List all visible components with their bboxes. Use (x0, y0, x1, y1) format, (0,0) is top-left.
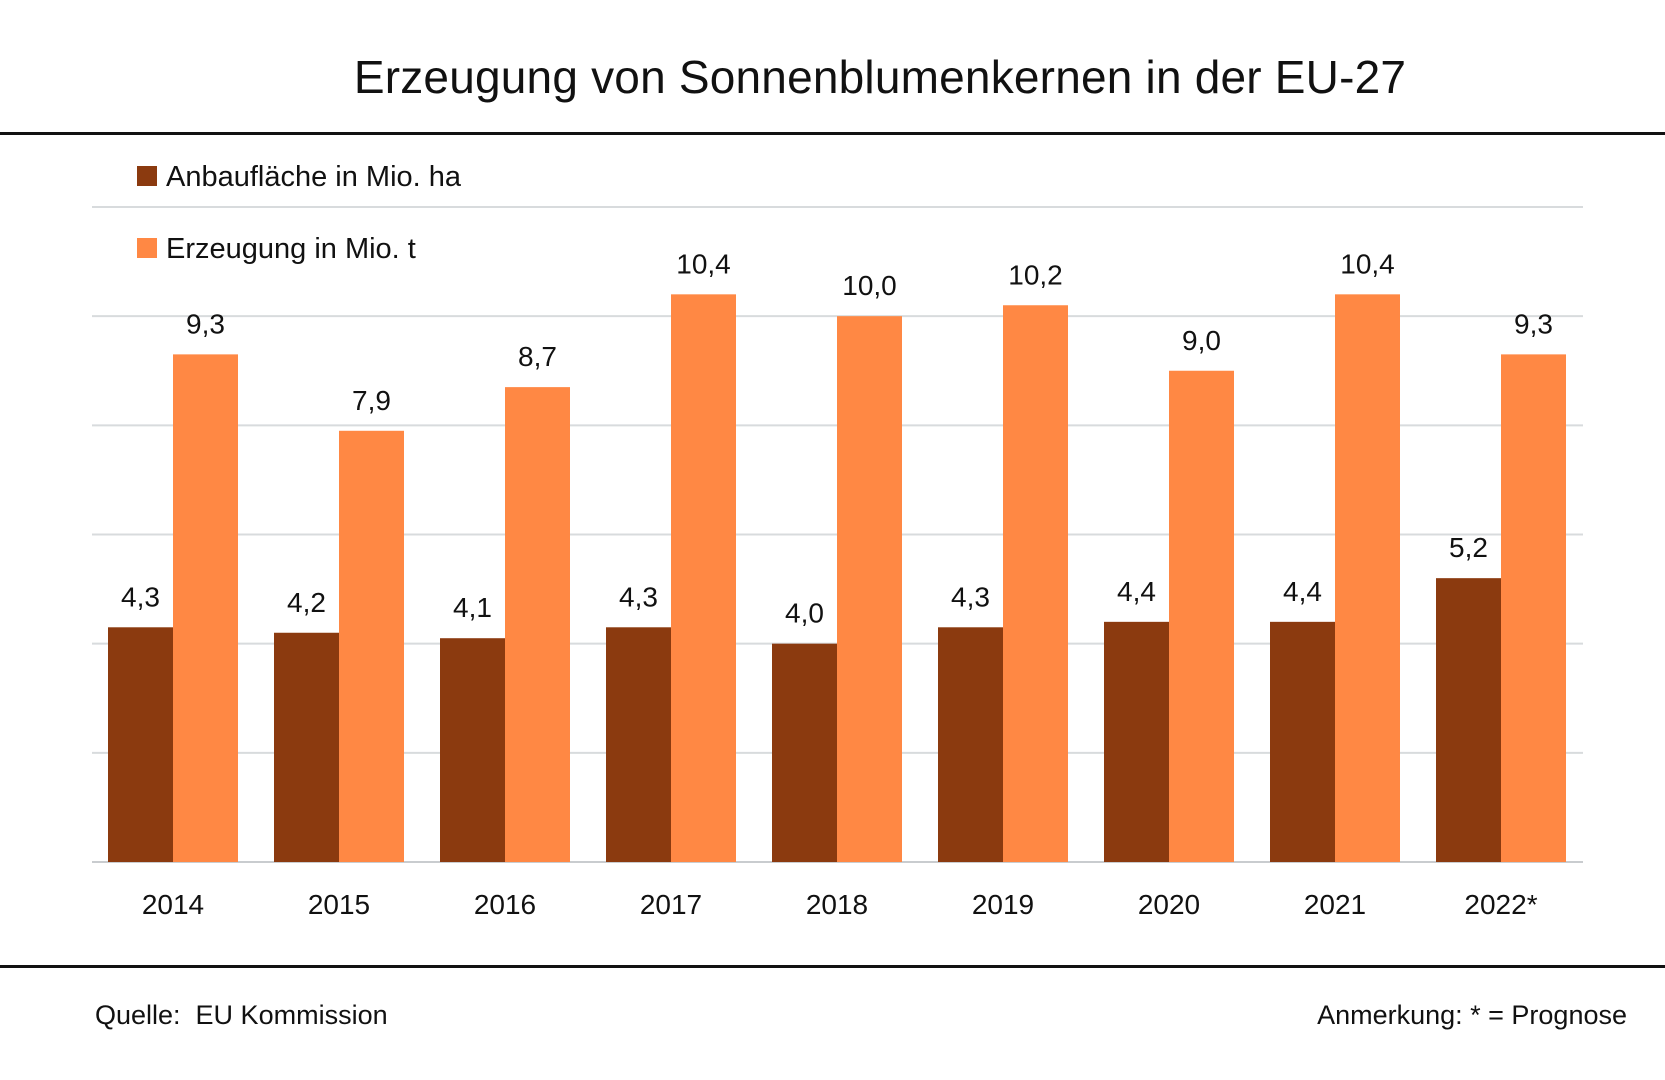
x-tick-label: 2020 (1138, 889, 1200, 920)
forecast-note: Anmerkung: * = Prognose (1317, 1000, 1627, 1030)
bar (837, 316, 902, 863)
x-tick-label: 2015 (308, 889, 370, 920)
data-label: 8,7 (518, 341, 557, 372)
data-label: 4,3 (121, 581, 160, 612)
bar (108, 627, 173, 862)
data-label: 5,2 (1449, 532, 1488, 563)
bar (671, 294, 736, 862)
bar (339, 430, 404, 862)
bar (440, 638, 505, 862)
bar (505, 387, 570, 862)
data-label: 10,4 (1340, 248, 1395, 279)
data-label: 9,3 (1514, 308, 1553, 339)
legend-swatch (137, 238, 157, 258)
data-label: 9,0 (1182, 325, 1221, 356)
legend: Anbaufläche in Mio. ha Erzeugung in Mio. … (137, 161, 462, 265)
bar (606, 627, 671, 862)
x-tick-label: 2014 (142, 889, 204, 920)
bar (173, 354, 238, 862)
x-tick-label: 2016 (474, 889, 536, 920)
x-tick-label: 2017 (640, 889, 702, 920)
bars (108, 294, 1566, 863)
data-label: 4,0 (785, 598, 824, 629)
top-divider (0, 132, 1665, 135)
bar (1335, 294, 1400, 862)
data-label: 4,1 (453, 592, 492, 623)
bar-chart: Anbaufläche in Mio. ha Erzeugung in Mio. … (92, 161, 1583, 920)
data-label: 7,9 (352, 385, 391, 416)
data-label: 9,3 (186, 308, 225, 339)
x-tick-label: 2018 (806, 889, 868, 920)
chart-title: Erzeugung von Sonnenblumenkernen in der … (353, 51, 1407, 103)
data-label: 10,0 (842, 270, 897, 301)
x-tick-label: 2022* (1464, 889, 1537, 920)
x-tick-label: 2019 (972, 889, 1034, 920)
x-axis-ticks: 2014 2015 2016 2017 2018 2019 2020 2021 2022* (142, 889, 1538, 920)
bar (1104, 621, 1169, 862)
data-label: 10,2 (1008, 259, 1063, 290)
data-label: 4,4 (1283, 576, 1322, 607)
data-label: 10,4 (676, 248, 731, 279)
bar (1436, 578, 1501, 862)
x-tick-label: 2021 (1304, 889, 1366, 920)
bar (938, 627, 1003, 862)
bar (1169, 370, 1234, 862)
bar (274, 632, 339, 862)
bar (1501, 354, 1566, 862)
bar (772, 643, 837, 862)
data-labels: 4,3 9,3 4,2 7,9 4,1 8,7 4,3 10,4 4,0 10,0 4,3 10,2 4… (121, 248, 1553, 628)
data-label: 4,3 (951, 581, 990, 612)
legend-swatch (137, 166, 157, 186)
data-label: 4,4 (1117, 576, 1156, 607)
data-label: 4,3 (619, 581, 658, 612)
legend-label: Anbaufläche in Mio. ha (166, 161, 462, 193)
data-label: 4,2 (287, 587, 326, 618)
bar (1270, 621, 1335, 862)
source-note: Quelle: EU Kommission (95, 1000, 388, 1030)
bottom-divider (0, 965, 1665, 968)
bar (1003, 305, 1068, 862)
legend-label: Erzeugung in Mio. t (166, 233, 416, 265)
